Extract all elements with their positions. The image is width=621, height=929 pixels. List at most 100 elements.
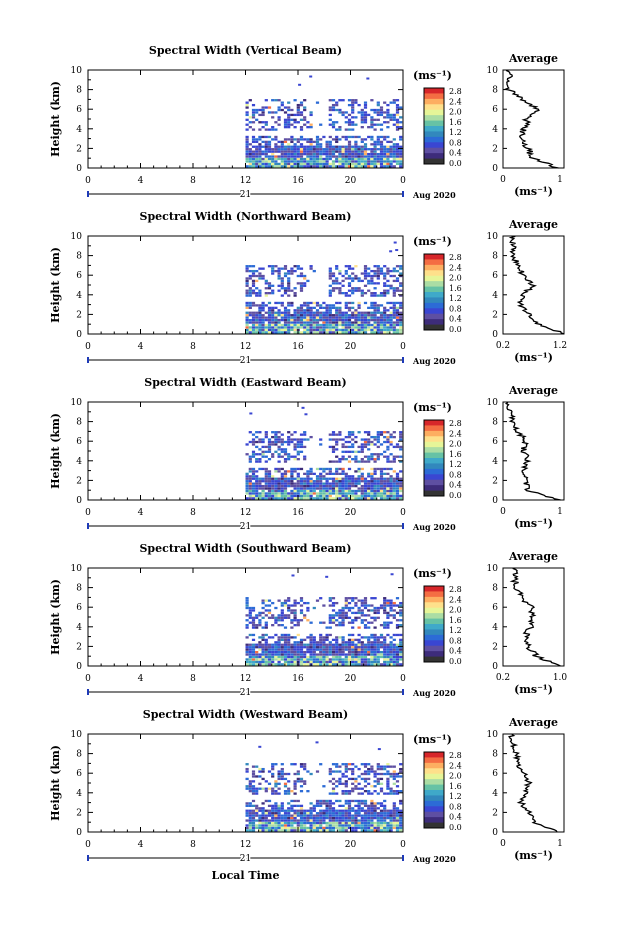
heatmap-cell (274, 318, 278, 322)
heatmap-cell (293, 624, 297, 627)
heatmap-cell (344, 614, 348, 617)
colorbar-swatch (424, 254, 444, 260)
heatmap-cell (267, 663, 272, 666)
heatmap-cell (315, 331, 320, 334)
heatmap-cell (303, 148, 307, 151)
heatmap-cell (328, 824, 332, 827)
heatmap-cell (280, 663, 284, 666)
heatmap-cell (280, 301, 284, 305)
heatmap-cell (264, 145, 268, 148)
heatmap-cell (306, 821, 310, 825)
heatmap-cell (287, 106, 291, 109)
heatmap-cell (296, 103, 300, 107)
heatmap-cell (274, 809, 278, 812)
heatmap-cell (287, 484, 291, 488)
heatmap-cell (367, 636, 371, 639)
heatmap-cell (290, 653, 294, 656)
heatmap-cell (360, 648, 364, 651)
heatmap-cell (315, 655, 320, 659)
heatmap-cell (322, 785, 326, 788)
heatmap-cell (303, 165, 307, 168)
colorbar-tick-label: 0.0 (449, 159, 462, 168)
heatmap-cell (363, 477, 368, 480)
heatmap-cell (309, 143, 313, 146)
heatmap-cell (357, 658, 361, 661)
heatmap-cell (283, 643, 288, 646)
heatmap-cell (293, 311, 297, 314)
heatmap-cell (379, 494, 384, 498)
heatmap-cell (248, 606, 252, 610)
heatmap-cell (399, 157, 403, 161)
heatmap-cell (290, 826, 294, 830)
heatmap-cell (344, 821, 348, 825)
heatmap-cell (370, 467, 374, 471)
heatmap-cell (341, 438, 345, 441)
heatmap-cell (264, 655, 268, 659)
heatmap-cell (277, 636, 281, 639)
heatmap-cell (309, 318, 313, 322)
heatmap-cell (338, 655, 342, 659)
y-tick-label: 4 (76, 291, 82, 301)
heatmap-cell (258, 782, 262, 785)
heatmap-cell (267, 135, 272, 139)
heatmap-cell (341, 455, 345, 458)
heatmap-cell (363, 814, 368, 817)
heatmap-cell (335, 138, 339, 141)
heatmap-cell (299, 804, 304, 808)
heatmap-cell (283, 123, 288, 126)
heatmap-cell (331, 790, 336, 793)
heatmap-cell (328, 772, 332, 776)
heatmap-cell (283, 475, 288, 478)
x-tick-label: 0 (400, 674, 406, 684)
heatmap-cell (344, 294, 348, 297)
heatmap-cell (383, 323, 387, 327)
heatmap-cell (328, 648, 332, 651)
heatmap-cell (277, 445, 281, 449)
heatmap-cell (290, 118, 294, 121)
heatmap-cell (277, 118, 281, 121)
heatmap-cell (328, 323, 332, 327)
heatmap-cell (251, 497, 256, 500)
heatmap-cell (354, 328, 358, 332)
heatmap-cell (306, 606, 310, 610)
heatmap-cell (328, 304, 332, 307)
heatmap-cell (245, 148, 249, 151)
heatmap-cell (370, 653, 374, 656)
heatmap-cell (299, 821, 304, 825)
heatmap-cell (370, 658, 374, 661)
heatmap-cell (373, 272, 377, 275)
heatmap-cell (357, 321, 361, 324)
heatmap-cell (248, 814, 252, 817)
heatmap-cell (357, 606, 361, 610)
heatmap-cell (338, 819, 342, 822)
heatmap-cell (309, 484, 313, 488)
heatmap-cell (331, 616, 336, 619)
heatmap-cell (287, 609, 291, 612)
heatmap-cell (315, 140, 320, 144)
heatmap-cell (261, 111, 265, 114)
heatmap-cell (389, 101, 393, 104)
heatmap-cell (354, 616, 358, 619)
heatmap-cell (392, 316, 396, 319)
heatmap-cell (399, 150, 403, 153)
heatmap-cell (283, 663, 288, 666)
heatmap-cell (363, 653, 368, 656)
colorbar-swatch (424, 795, 444, 802)
heatmap-cell (248, 816, 252, 820)
heatmap-cell (373, 155, 377, 158)
heatmap-cell (370, 99, 374, 102)
heatmap-cell (383, 152, 387, 156)
heatmap-cell (370, 160, 374, 163)
heatmap-cell (351, 331, 355, 334)
heatmap-cell (277, 326, 281, 329)
heatmap-cell (331, 658, 336, 661)
heatmap-cell (392, 770, 396, 773)
heatmap-cell (392, 289, 396, 292)
heatmap-cell (293, 113, 297, 117)
heatmap-cell (328, 145, 332, 148)
heatmap-cell (376, 431, 380, 434)
heatmap-cell (376, 494, 380, 498)
heatmap-cell (389, 162, 393, 166)
heatmap-cell (331, 621, 336, 624)
heatmap-cell (261, 450, 265, 453)
